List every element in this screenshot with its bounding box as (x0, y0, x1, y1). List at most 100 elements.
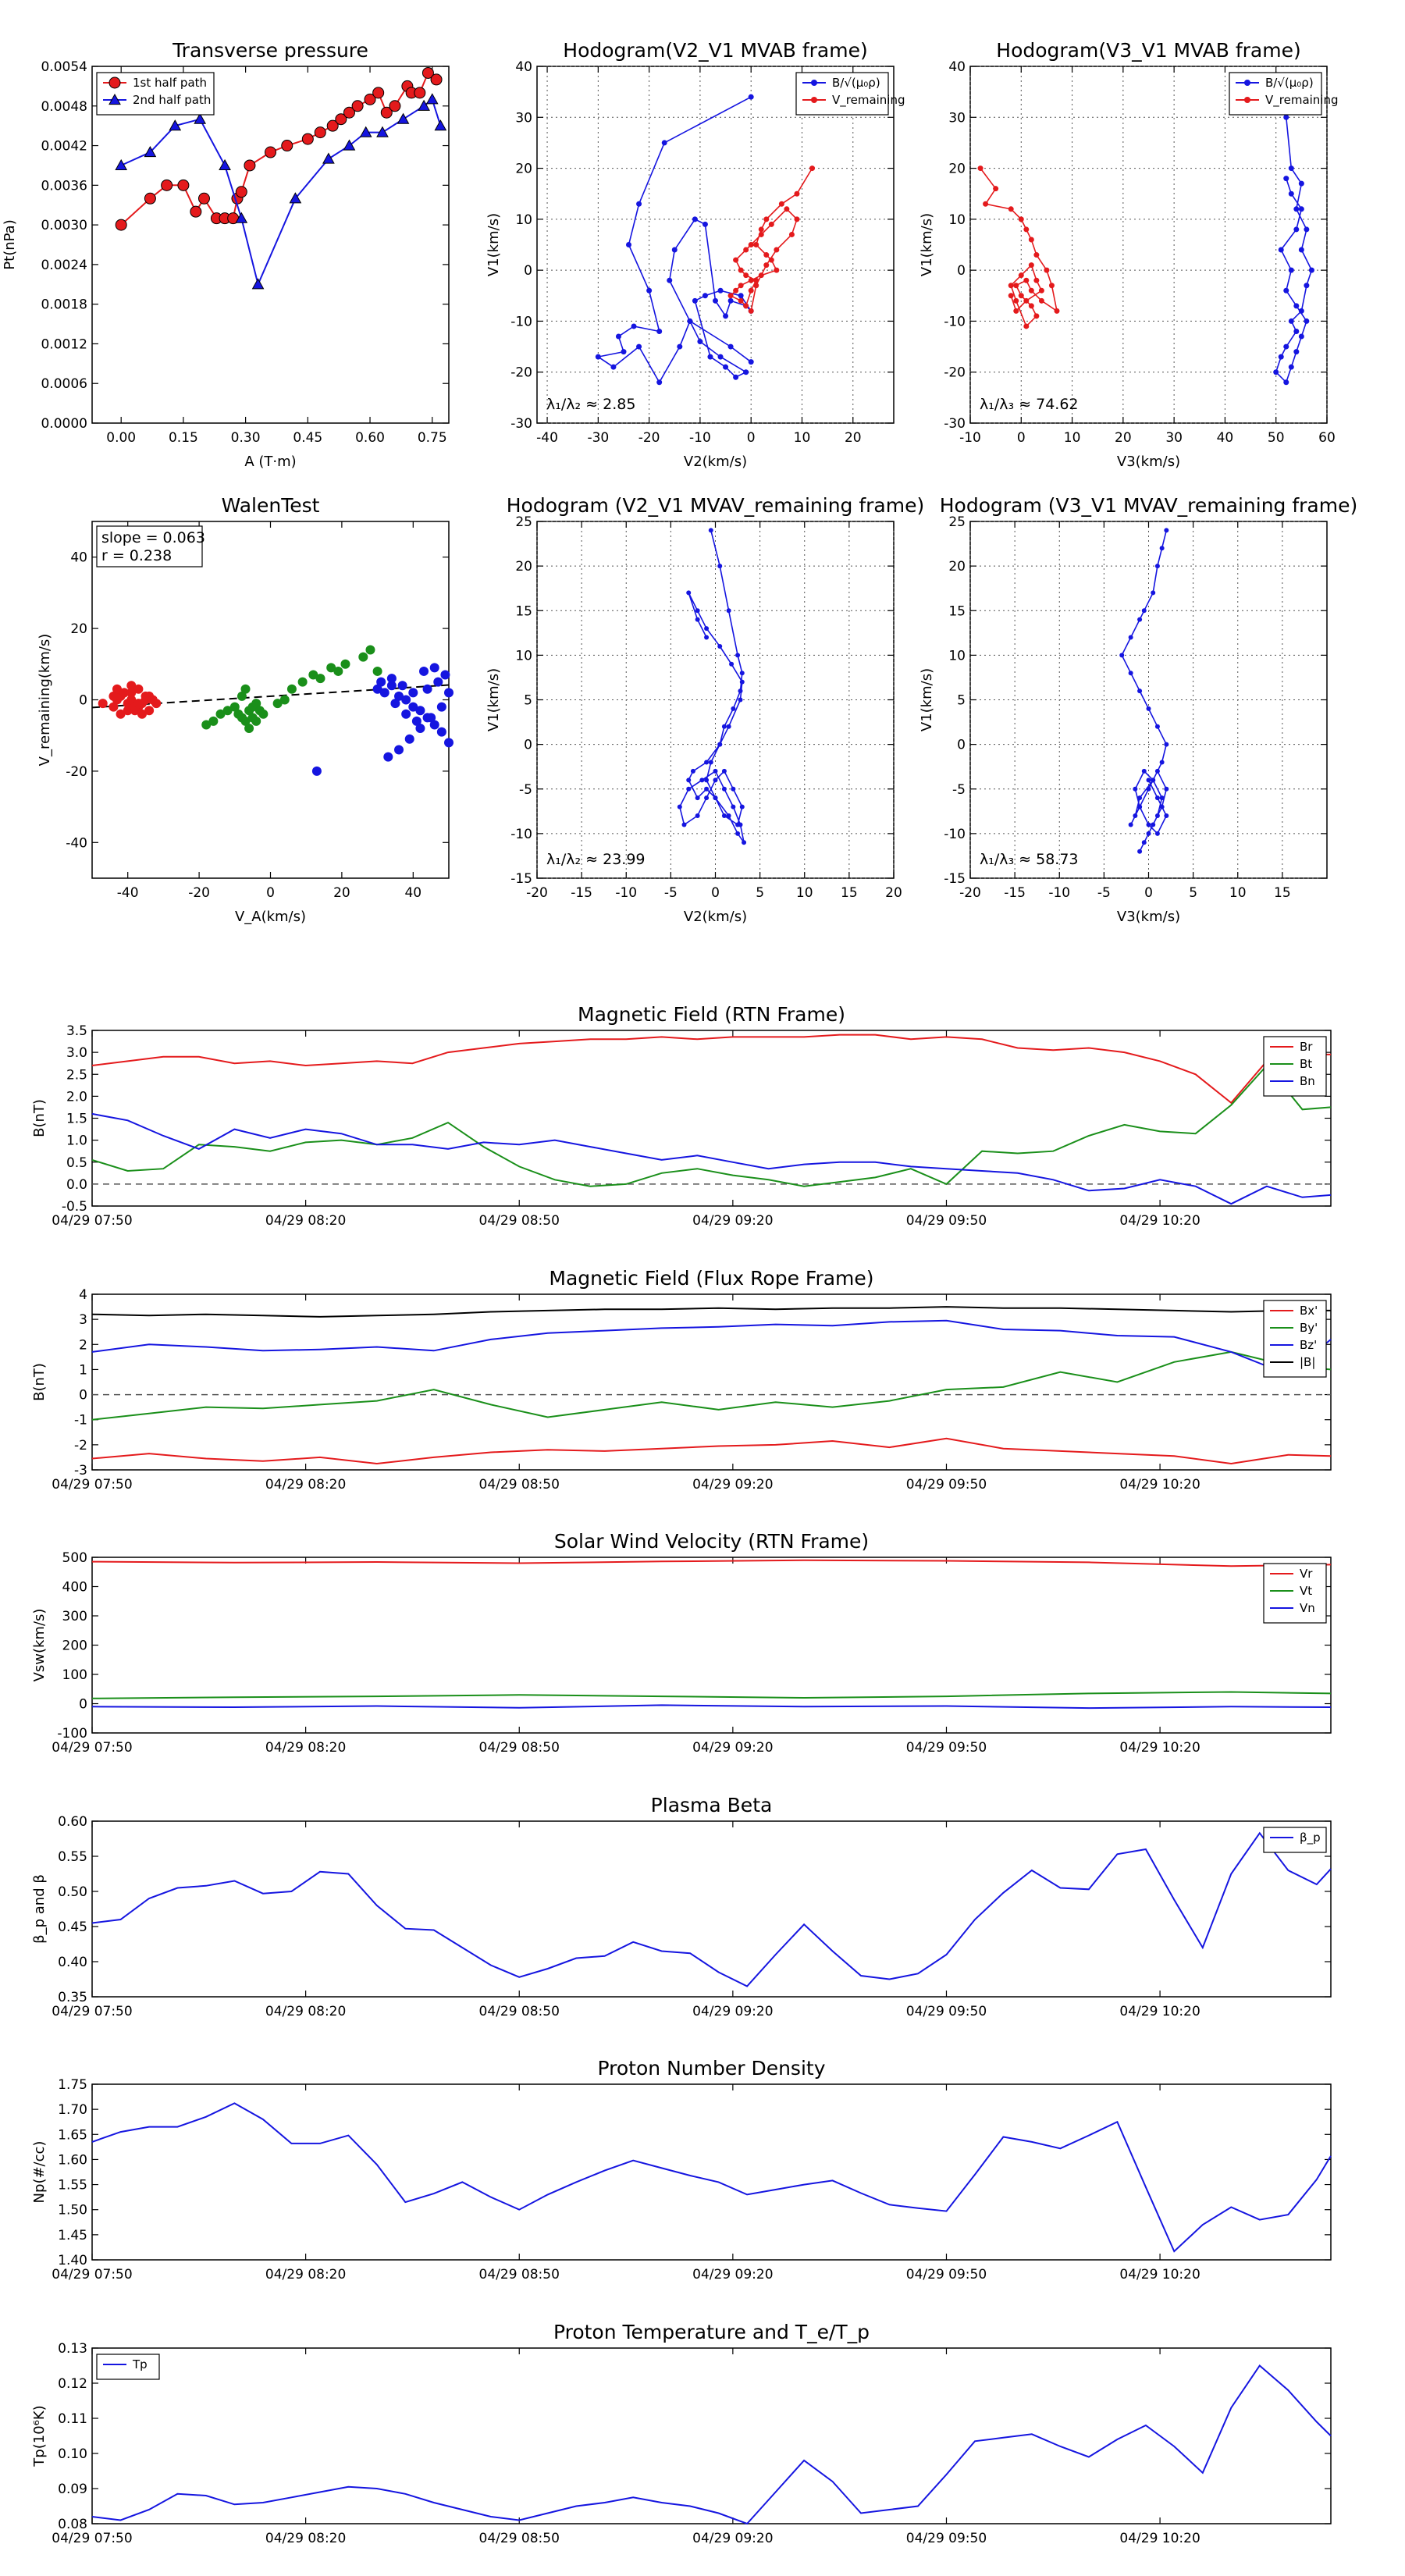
transverse_pressure-data-point (351, 100, 364, 112)
mag_rtn-panel: Magnetic Field (RTN Frame) 04/29 07:50 04/… (31, 1003, 1332, 1229)
tp-legend-entry: Tp (132, 2357, 148, 2371)
vsw-xtick-label: 04/29 10:20 (1119, 1740, 1200, 1756)
hodo1-data-point (743, 369, 749, 375)
hodo2-ratio-note: λ₁/λ₃ ≈ 74.62 (980, 396, 1079, 413)
transverse_pressure-series-line (120, 98, 442, 287)
hodo2-legend-box (1229, 72, 1322, 116)
hodo4-ylabel: V1(km/s) (919, 668, 935, 731)
hodo3-data-point (686, 786, 692, 792)
beta-ytick-label: 0.45 (58, 1920, 87, 1935)
vsw-xtick-label: 04/29 08:20 (265, 1740, 346, 1756)
hodo1-data-point (610, 364, 617, 370)
hodo2-data-point (1298, 180, 1304, 187)
hodo3-data-point (704, 626, 710, 632)
walen-data-point (372, 684, 382, 694)
hodo2-data-point (1304, 226, 1310, 233)
tp-xtick-label: 04/29 08:50 (479, 2531, 560, 2546)
beta-legend-entry: β_p (1300, 1831, 1321, 1845)
beta-ytick-label: 0.35 (58, 1990, 87, 2005)
hodo1-xtick-label: -30 (587, 430, 609, 446)
hodo2-xtick-label: 10 (1064, 430, 1081, 446)
beta-legend-box (1263, 1827, 1327, 1853)
hodo3-data-point (708, 760, 713, 765)
walen-data-point (258, 709, 269, 719)
walen-xtick-label: -40 (117, 885, 139, 901)
hodo4-ytick-label: 25 (948, 514, 966, 530)
hodo1-data-point (692, 297, 698, 304)
walen-data-point (390, 699, 400, 709)
mag_fr-legend-entry: |B| (1300, 1355, 1315, 1369)
mag_fr-xtick-label: 04/29 07:50 (52, 1477, 132, 1493)
walen-data-point (433, 677, 443, 687)
hodo1-data-point (656, 379, 663, 386)
transverse_pressure-frame (91, 66, 450, 424)
walen-data-point (247, 713, 258, 723)
hodo3-ytick-label: 20 (515, 559, 532, 575)
mag_rtn-xtick-label: 04/29 07:50 (52, 1213, 132, 1229)
hodo1-data-point (621, 349, 627, 355)
walen-xtick-label: 40 (404, 885, 422, 901)
np-ytick-label: 1.55 (58, 2178, 87, 2194)
hodo1-data-point (753, 242, 759, 247)
hodo4-data-point (1137, 804, 1143, 809)
transverse_pressure-data-point (244, 159, 256, 172)
transverse_pressure-data-point (372, 87, 385, 99)
walen-data-point (126, 695, 137, 705)
hodo3-data-point (738, 688, 743, 694)
hodo1-data-point (758, 226, 764, 233)
transverse_pressure-title: Transverse pressure (172, 39, 368, 62)
tp-ytick-label: 0.10 (58, 2446, 87, 2462)
transverse_pressure-data-point (335, 113, 347, 126)
hodo1-ytick-label: 40 (515, 59, 532, 75)
beta-frame (91, 1820, 1332, 1998)
walen-data-point (315, 674, 325, 684)
beta-xtick-label: 04/29 09:20 (692, 2004, 773, 2019)
beta-title: Plasma Beta (651, 1794, 773, 1816)
walen-xtick-label: 20 (333, 885, 350, 901)
hodo3-data-point (681, 822, 687, 827)
hodo2-title: Hodogram(V3_V1 MVAB frame) (996, 39, 1300, 62)
hodo2-data-point (1018, 293, 1024, 299)
hodo1-data-point (738, 293, 744, 299)
hodo1-ytick-label: 0 (524, 263, 532, 279)
transverse_pressure-data-point (418, 99, 430, 111)
hodo1-data-point (692, 216, 698, 222)
hodo1-legend-entry: V_remaining (832, 93, 905, 108)
walen-ytick-label: 0 (79, 693, 87, 709)
hodo3-xtick-label: 20 (885, 885, 902, 901)
transverse_pressure-data-point (430, 73, 443, 86)
walen-slope-text: slope = 0.063 (101, 529, 205, 546)
mag_rtn-ytick-label: 1.5 (66, 1112, 87, 1127)
hodo2-legend-entry: B/√(μ₀ρ) (1265, 76, 1314, 90)
walen-data-point (297, 677, 308, 687)
transverse_pressure-legend-swatch-marker (108, 76, 121, 89)
np-xtick-label: 04/29 08:50 (479, 2267, 560, 2282)
vsw-legend-box (1263, 1563, 1327, 1624)
hodo2-data-point (1288, 267, 1294, 273)
hodo2-data-point (993, 186, 999, 192)
walen-panel: WalenTest -40 -20 0 20 40 -40 -20 0 20 40 V_A(km/s)… (37, 494, 454, 925)
transverse_pressure-data-point (359, 126, 372, 137)
tp-ylabel: Tp(10⁶K) (31, 2405, 48, 2467)
np-panel: Proton Number Density 04/29 07:50 04/29 08… (31, 2057, 1332, 2282)
walen-data-point (126, 681, 137, 691)
hodo2-data-point (1293, 226, 1300, 233)
hodo3-data-point (686, 777, 692, 783)
walen-data-point (240, 716, 251, 726)
hodo1-data-point (727, 297, 734, 304)
walen-data-point (383, 752, 393, 762)
vsw-ytick-label: -100 (57, 1726, 87, 1742)
hodo4-data-point (1159, 760, 1165, 765)
vsw-legend-entry: Vr (1300, 1567, 1313, 1581)
mag_fr-ylabel: B(nT) (31, 1363, 48, 1401)
walen-data-point (411, 716, 422, 726)
hodo1-data-point (738, 267, 744, 273)
hodo2-data-point (1278, 354, 1284, 360)
hodo1-data-point (717, 287, 724, 294)
tp-xtick-label: 04/29 10:20 (1119, 2531, 1200, 2546)
tp-title: Proton Temperature and T_e/T_p (553, 2321, 870, 2343)
transverse_pressure-ytick-label: 0.0036 (41, 178, 87, 194)
hodo4-data-point (1154, 795, 1160, 801)
hodo4-data-point (1164, 742, 1169, 747)
